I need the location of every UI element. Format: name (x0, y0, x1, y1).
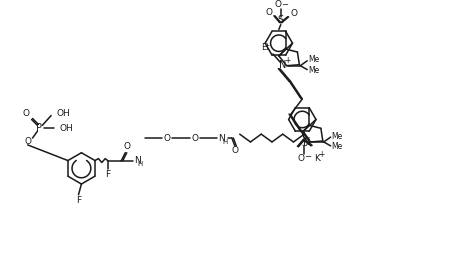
Text: Me: Me (308, 66, 319, 75)
Text: O: O (291, 9, 298, 18)
Text: N: N (279, 60, 287, 70)
Text: N: N (134, 156, 140, 165)
Text: F: F (76, 196, 81, 205)
Text: O: O (191, 133, 198, 143)
Text: O: O (298, 154, 305, 163)
Text: OH: OH (57, 109, 71, 118)
Text: H: H (138, 161, 143, 167)
Text: Me: Me (332, 132, 343, 141)
Text: O: O (124, 142, 131, 151)
Text: Me: Me (332, 142, 343, 151)
Text: Me: Me (308, 55, 319, 64)
Text: P: P (36, 123, 42, 133)
Text: −: − (281, 1, 288, 10)
Text: O: O (24, 138, 31, 147)
Text: O: O (266, 8, 273, 17)
Text: Et: Et (261, 43, 269, 52)
Text: O: O (274, 0, 281, 8)
Text: S: S (278, 15, 284, 25)
Text: +: + (319, 150, 325, 159)
Text: O: O (22, 109, 29, 118)
Text: O: O (232, 146, 239, 155)
Text: S: S (301, 138, 307, 148)
Text: −: − (304, 152, 311, 161)
Text: OH: OH (60, 124, 74, 133)
Text: N: N (303, 137, 311, 147)
Text: N: N (218, 133, 225, 143)
Text: O: O (164, 133, 171, 143)
Text: F: F (105, 170, 110, 179)
Text: +: + (284, 56, 291, 65)
Text: H: H (222, 139, 227, 145)
Text: K: K (314, 154, 320, 163)
